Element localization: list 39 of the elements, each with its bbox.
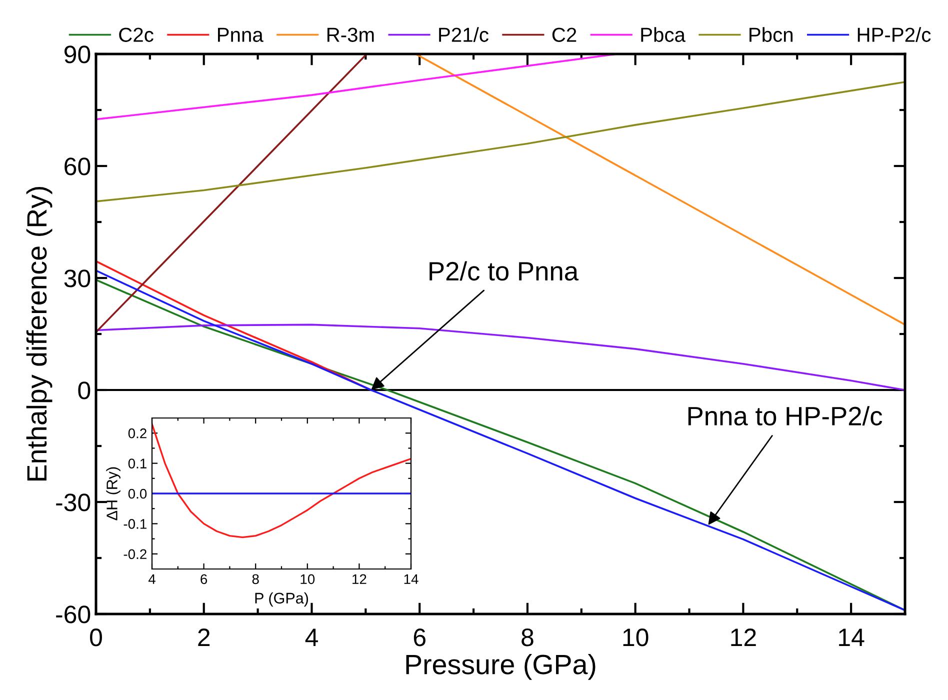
x-tick-label: 0 xyxy=(90,628,102,646)
y-tick-label: 0 xyxy=(78,382,90,400)
legend-label: R-3m xyxy=(327,28,374,42)
y-tick-label: 0.0 xyxy=(128,488,147,499)
y-tick-label: 0.2 xyxy=(128,428,146,438)
x-tick-label: 4 xyxy=(148,574,156,584)
x-tick-label: 10 xyxy=(300,574,315,584)
x-axis-title: P (GPa) xyxy=(255,592,308,607)
x-tick-label: 10 xyxy=(623,628,648,646)
legend-label: C2c xyxy=(119,28,154,42)
y-tick-label: 90 xyxy=(64,46,90,64)
x-tick-label: 4 xyxy=(305,628,318,646)
y-tick-label: -0.1 xyxy=(124,519,146,529)
legend-label: Pbca xyxy=(641,27,686,42)
y-tick-label: -0.2 xyxy=(124,549,146,560)
x-tick-label: 6 xyxy=(200,574,208,584)
y-tick-label: -60 xyxy=(56,606,90,624)
legend-label: C2 xyxy=(552,28,576,42)
x-tick-label: 8 xyxy=(522,628,534,646)
x-tick-label: 14 xyxy=(839,628,864,646)
y-axis-title: ΔH (Ry) xyxy=(106,467,120,520)
x-axis-title: Pressure (GPa) xyxy=(406,654,596,680)
x-tick-label: 12 xyxy=(731,628,756,646)
y-tick-label: -30 xyxy=(56,494,90,512)
x-tick-label: 6 xyxy=(414,628,426,646)
annotation: Pnna to HP-P2/c xyxy=(688,406,882,426)
y-tick-label: 60 xyxy=(64,158,90,176)
y-tick-label: 30 xyxy=(64,270,90,288)
y-tick-label: 0.1 xyxy=(128,458,146,468)
x-tick-label: 2 xyxy=(198,628,210,646)
x-tick-label: 8 xyxy=(252,574,259,584)
legend-label: Pnna xyxy=(218,28,264,42)
y-axis-title: Enthalpy difference (Ry) xyxy=(26,186,52,480)
annotation: P2/c to Pnna xyxy=(430,261,579,281)
legend-label: Pbcn xyxy=(750,27,792,42)
x-tick-label: 14 xyxy=(404,574,418,584)
legend-label: HP-P2/c xyxy=(858,27,931,42)
x-tick-label: 12 xyxy=(352,574,366,584)
legend-label: P21/c xyxy=(439,27,488,42)
